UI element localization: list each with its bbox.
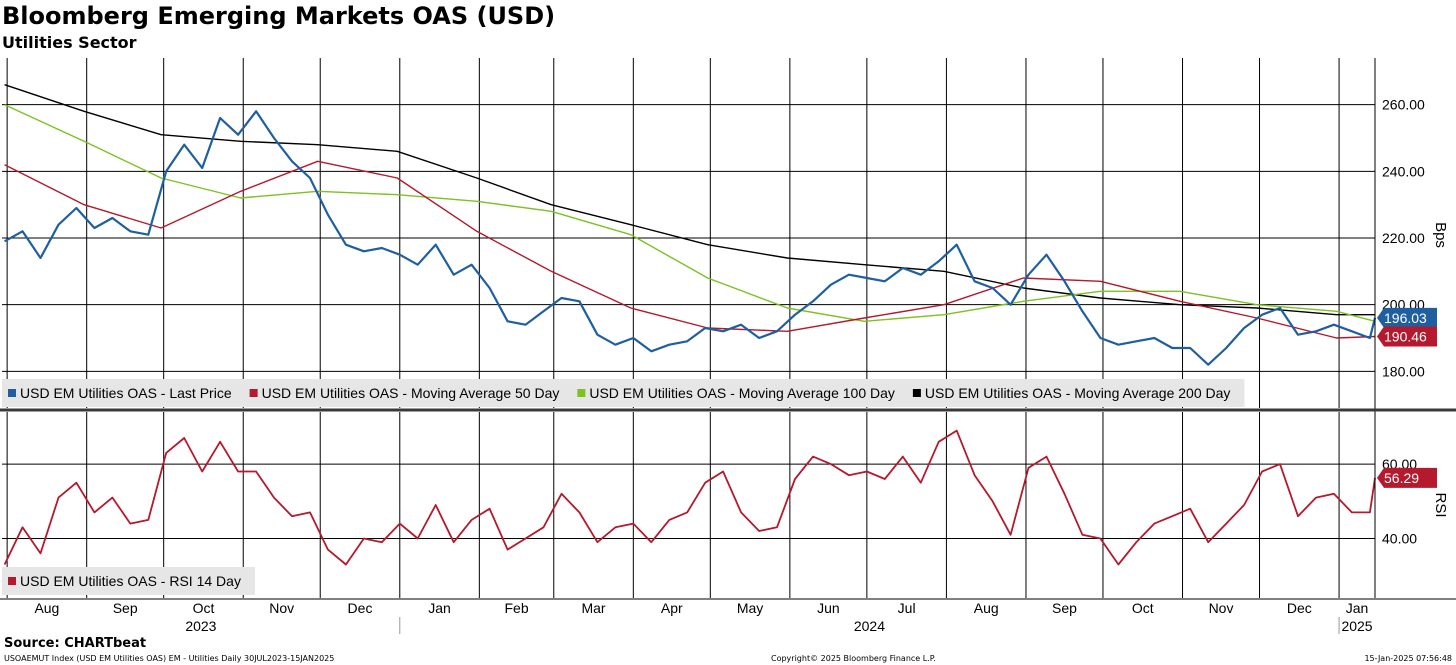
x-tick-label: Aug [34,600,59,616]
legend-swatch [912,389,921,397]
x-tick-label: Mar [581,600,605,616]
x-tick-label: Sep [1052,600,1077,616]
legend-background [2,379,1245,407]
last-value-badges: 196.03 190.46 56.29 [1377,307,1437,488]
legend-entry: USD EM Utilities OAS - Moving Average 10… [589,385,895,401]
copyright-note: Copyright© 2025 Bloomberg Finance L.P. [771,654,936,663]
x-tick-label: Oct [193,600,215,616]
legend-price: USD EM Utilities OAS - Last Price USD EM … [2,379,1245,407]
x-tick-label: Jun [817,600,840,616]
legend-entry: USD EM Utilities OAS - Moving Average 20… [925,385,1231,401]
x-tick-label: Sep [113,600,138,616]
series-line [3,429,1376,566]
chart-subtitle: Utilities Sector [2,33,137,52]
timestamp: 15-Jan-2025 07:56:48 [1364,654,1452,663]
x-tick-label: Dec [348,600,373,616]
last-value-badge: 190.46 [1377,326,1437,347]
last-value-badge: 196.03 [1377,307,1437,328]
badge-label: 56.29 [1384,470,1419,486]
last-value-badge: 56.29 [1377,467,1437,488]
index-info: USOAEMUT Index (USD EM Utilities OAS) EM… [4,654,335,663]
price-panel-grid [2,58,1375,408]
series-line [4,110,1377,366]
y-tick-label: 220.00 [1382,230,1425,246]
legend-swatch [249,389,258,397]
series-line [4,160,1376,339]
badge-label: 196.03 [1384,310,1427,326]
legend-rsi: USD EM Utilities OAS - RSI 14 Day [2,567,255,595]
y-tick-label: 180.00 [1382,363,1425,379]
x-tick-label: Jul [898,600,916,616]
y-tick-label: 240.00 [1382,163,1425,179]
x-tick-label: Jan [428,600,451,616]
x-tick-label: Jan [1346,600,1369,616]
rsi-axis-title: RSI [1432,492,1449,517]
price-panel-series [4,84,1377,366]
source-note: Source: CHARTbeat [4,636,147,651]
y-axis-title: Bps [1432,222,1449,248]
x-tick-label: Apr [661,600,683,616]
badge-label: 190.46 [1384,328,1427,344]
chart-title: Bloomberg Emerging Markets OAS (USD) [2,2,556,30]
x-tick-label: Dec [1287,600,1312,616]
legend-swatch [8,577,16,585]
series-line [4,104,1376,322]
x-tick-label: May [737,600,763,616]
x-tick-label: Feb [504,600,528,616]
legend-entry: USD EM Utilities OAS - Last Price [20,385,232,401]
chart-legends: USD EM Utilities OAS - Last Price USD EM … [2,379,1245,595]
legend-swatch [577,389,586,397]
badge-shape [1377,326,1437,347]
legend-background [2,567,255,595]
badge-shape [1377,307,1437,328]
badge-shape [1377,467,1437,488]
x-tick-label: Aug [974,600,999,616]
legend-swatch [8,389,16,397]
chart-axes: Aug Sep Oct Nov Dec Jan Feb Mar Apr May Jun Jul Aug S… [0,58,1456,634]
x-year-label: 2024 [854,618,885,634]
series-line [4,84,1375,316]
x-year-label: 2023 [185,618,216,634]
x-tick-label: Oct [1132,600,1154,616]
x-year-label: 2025 [1341,618,1372,634]
legend-entry: USD EM Utilities OAS - Moving Average 50… [262,385,560,401]
x-tick-label: Nov [1209,600,1234,616]
x-tick-label: Nov [269,600,294,616]
y-tick-label: 260.00 [1382,97,1425,113]
rsi-panel-series [3,429,1376,566]
legend-entry: USD EM Utilities OAS - RSI 14 Day [20,573,241,589]
y-tick-label: 40.00 [1382,530,1417,546]
